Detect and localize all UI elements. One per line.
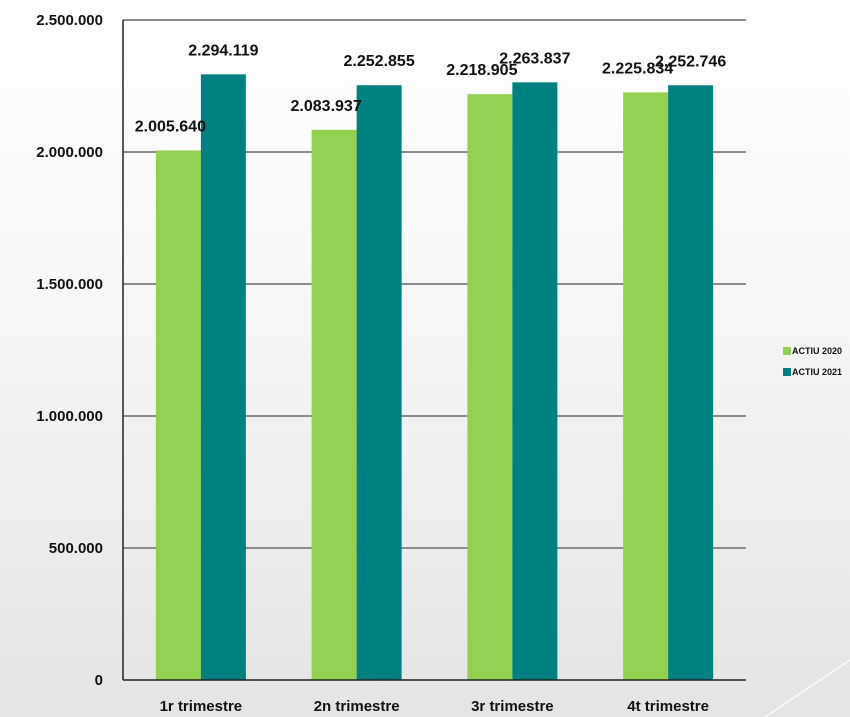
- data-label: 2.263.837: [499, 50, 570, 67]
- y-tick-label: 2.500.000: [36, 12, 103, 29]
- y-tick-label: 1.500.000: [36, 276, 103, 293]
- bar-actiu-2020: [623, 92, 669, 680]
- y-tick-label: 1.000.000: [36, 408, 103, 425]
- bar-actiu-2020: [467, 94, 513, 680]
- y-tick-label: 500.000: [49, 540, 103, 557]
- legend-swatch: [783, 347, 791, 355]
- y-axis-tick-labels: 0 500.000 1.000.000 1.500.000 2.000.000 2.500…: [36, 12, 103, 689]
- x-category-label: 3r trimestre: [471, 698, 554, 715]
- bar-actiu-2020: [155, 150, 201, 680]
- bar-actiu-2021: [356, 85, 402, 680]
- bar-actiu-2021: [512, 82, 558, 680]
- y-tick-label: 0: [95, 672, 103, 689]
- legend-label: ACTIU 2021: [792, 367, 842, 377]
- data-label: 2.225.834: [602, 60, 673, 77]
- data-label: 2.252.746: [655, 53, 726, 70]
- legend-swatch: [783, 368, 791, 376]
- data-label: 2.005.640: [135, 119, 206, 136]
- x-category-label: 2n trimestre: [314, 698, 400, 715]
- bar-actiu-2021: [668, 85, 714, 681]
- data-label: 2.252.855: [344, 53, 415, 70]
- y-tick-label: 2.000.000: [36, 144, 103, 161]
- data-labels: 2.005.640 2.294.119 2.083.937 2.252.855 2.21…: [135, 42, 727, 135]
- bars: [155, 74, 714, 681]
- bar-actiu-2020: [311, 129, 357, 680]
- data-label: 2.218.905: [446, 62, 517, 79]
- decorative-corner-line: [764, 659, 850, 717]
- data-label: 2.083.937: [291, 98, 362, 115]
- x-axis-category-labels: 1r trimestre 2n trimestre 3r trimestre 4t t…: [160, 698, 709, 715]
- legend: ACTIU 2020 ACTIU 2021: [783, 346, 842, 377]
- x-category-label: 1r trimestre: [160, 698, 243, 715]
- bar-actiu-2021: [200, 74, 246, 680]
- legend-label: ACTIU 2020: [792, 346, 842, 356]
- x-category-label: 4t trimestre: [627, 698, 709, 715]
- data-label: 2.294.119: [188, 42, 258, 59]
